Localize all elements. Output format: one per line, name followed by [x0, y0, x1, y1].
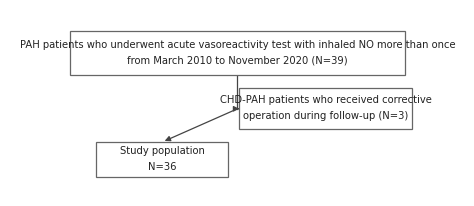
Text: PAH patients who underwent acute vasoreactivity test with inhaled NO more than o: PAH patients who underwent acute vasorea…: [19, 40, 455, 50]
Text: operation during follow-up (N=3): operation during follow-up (N=3): [243, 111, 408, 121]
FancyBboxPatch shape: [70, 31, 405, 75]
Text: from March 2010 to November 2020 (N=39): from March 2010 to November 2020 (N=39): [127, 55, 348, 66]
Text: Study population: Study population: [119, 146, 205, 156]
Text: CHD-PAH patients who received corrective: CHD-PAH patients who received corrective: [219, 95, 431, 105]
FancyBboxPatch shape: [96, 142, 228, 177]
Text: N=36: N=36: [148, 162, 176, 172]
FancyBboxPatch shape: [239, 88, 412, 129]
